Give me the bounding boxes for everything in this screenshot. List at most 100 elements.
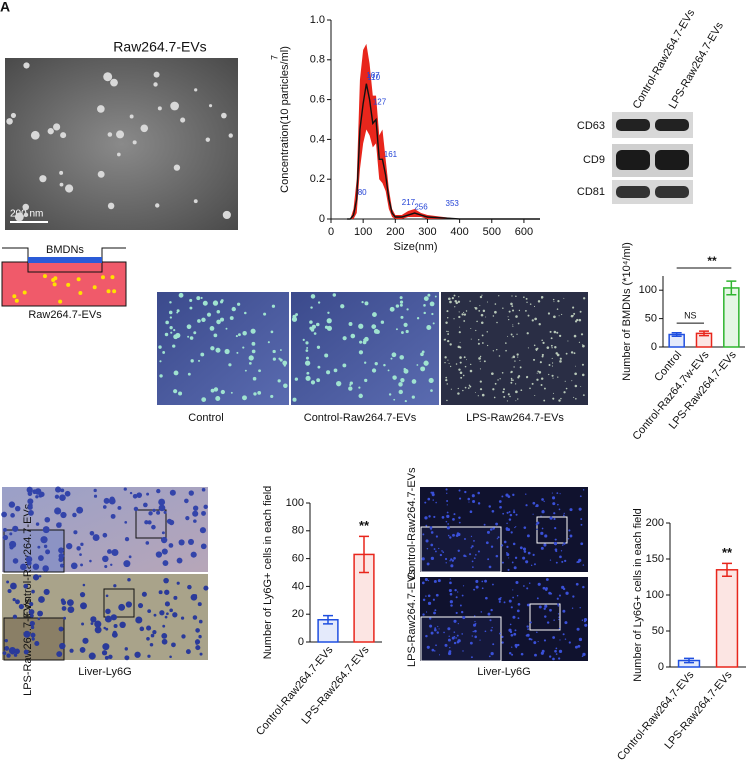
peak-label: 80 xyxy=(358,188,367,197)
texture xyxy=(192,505,199,511)
texture xyxy=(295,313,299,316)
texture xyxy=(538,371,542,374)
texture xyxy=(420,366,426,372)
texture xyxy=(450,365,452,368)
texture xyxy=(210,346,215,351)
texture xyxy=(510,531,513,534)
texture xyxy=(29,613,34,618)
texture xyxy=(69,648,74,653)
texture xyxy=(497,379,499,381)
texture xyxy=(169,301,172,304)
texture xyxy=(426,324,432,330)
texture xyxy=(536,372,538,374)
texture xyxy=(184,498,189,504)
texture xyxy=(526,332,529,335)
texture xyxy=(459,604,462,607)
texture xyxy=(492,527,495,530)
texture xyxy=(432,322,435,325)
texture xyxy=(444,362,446,364)
x-tick-label: 300 xyxy=(418,226,436,238)
texture xyxy=(93,488,97,493)
texture xyxy=(153,71,160,78)
caption: Control-Raw264.7-EVs xyxy=(304,412,417,424)
texture xyxy=(27,491,33,497)
texture xyxy=(571,607,574,609)
texture xyxy=(538,323,541,326)
texture xyxy=(472,630,474,633)
texture xyxy=(479,305,481,307)
texture xyxy=(525,493,527,495)
texture xyxy=(205,137,211,142)
texture xyxy=(124,647,128,651)
texture xyxy=(116,152,121,157)
texture xyxy=(202,300,208,306)
texture xyxy=(427,293,431,297)
y-tick-label: 0.8 xyxy=(310,54,325,66)
texture xyxy=(58,547,65,554)
texture xyxy=(157,106,162,111)
texture xyxy=(82,637,89,644)
texture xyxy=(453,641,457,645)
texture xyxy=(501,371,504,374)
texture xyxy=(348,322,353,326)
texture xyxy=(474,629,477,633)
texture xyxy=(544,588,548,591)
texture xyxy=(80,542,84,546)
texture xyxy=(12,525,19,532)
x-tick-label: 600 xyxy=(515,226,533,238)
texture xyxy=(491,372,494,375)
texture xyxy=(310,306,313,309)
texture xyxy=(523,526,527,529)
texture xyxy=(485,541,489,545)
texture xyxy=(551,374,554,377)
texture xyxy=(498,600,501,603)
texture xyxy=(224,348,230,355)
texture xyxy=(147,654,151,658)
texture xyxy=(392,375,397,380)
texture xyxy=(310,294,316,299)
annotation: NS xyxy=(684,310,697,320)
texture xyxy=(573,334,577,338)
texture xyxy=(277,379,281,383)
texture xyxy=(446,500,449,502)
texture xyxy=(562,609,566,613)
texture xyxy=(523,550,527,553)
texture xyxy=(60,598,65,603)
texture xyxy=(200,296,203,299)
texture xyxy=(66,599,74,607)
texture xyxy=(134,651,141,658)
x-tick-label: LPS-Raw264.7-EVs xyxy=(299,644,371,727)
texture xyxy=(463,320,466,322)
texture xyxy=(244,369,247,372)
texture xyxy=(471,560,474,563)
texture xyxy=(164,332,169,337)
texture xyxy=(528,637,532,641)
texture xyxy=(565,591,569,595)
texture xyxy=(425,524,428,527)
texture xyxy=(80,602,87,610)
texture xyxy=(435,501,437,504)
texture xyxy=(534,317,537,321)
texture xyxy=(79,591,86,598)
x-axis-label: Size(nm) xyxy=(393,241,437,253)
texture xyxy=(456,634,459,637)
texture xyxy=(430,631,434,635)
ev xyxy=(12,294,17,299)
texture xyxy=(125,601,132,608)
texture xyxy=(449,581,452,585)
texture xyxy=(180,616,185,620)
texture xyxy=(201,317,206,323)
texture xyxy=(526,603,530,607)
texture xyxy=(400,378,405,383)
texture xyxy=(133,506,139,512)
texture xyxy=(495,554,499,558)
texture xyxy=(448,635,450,638)
ev xyxy=(66,282,71,287)
texture xyxy=(128,555,132,559)
error-bar xyxy=(323,614,333,625)
x-tick-label: 0 xyxy=(328,226,334,238)
texture xyxy=(448,362,450,364)
texture xyxy=(508,518,512,521)
texture xyxy=(532,553,535,556)
y-axis-label: Number of Ly6G+ cells in each field xyxy=(262,486,274,660)
